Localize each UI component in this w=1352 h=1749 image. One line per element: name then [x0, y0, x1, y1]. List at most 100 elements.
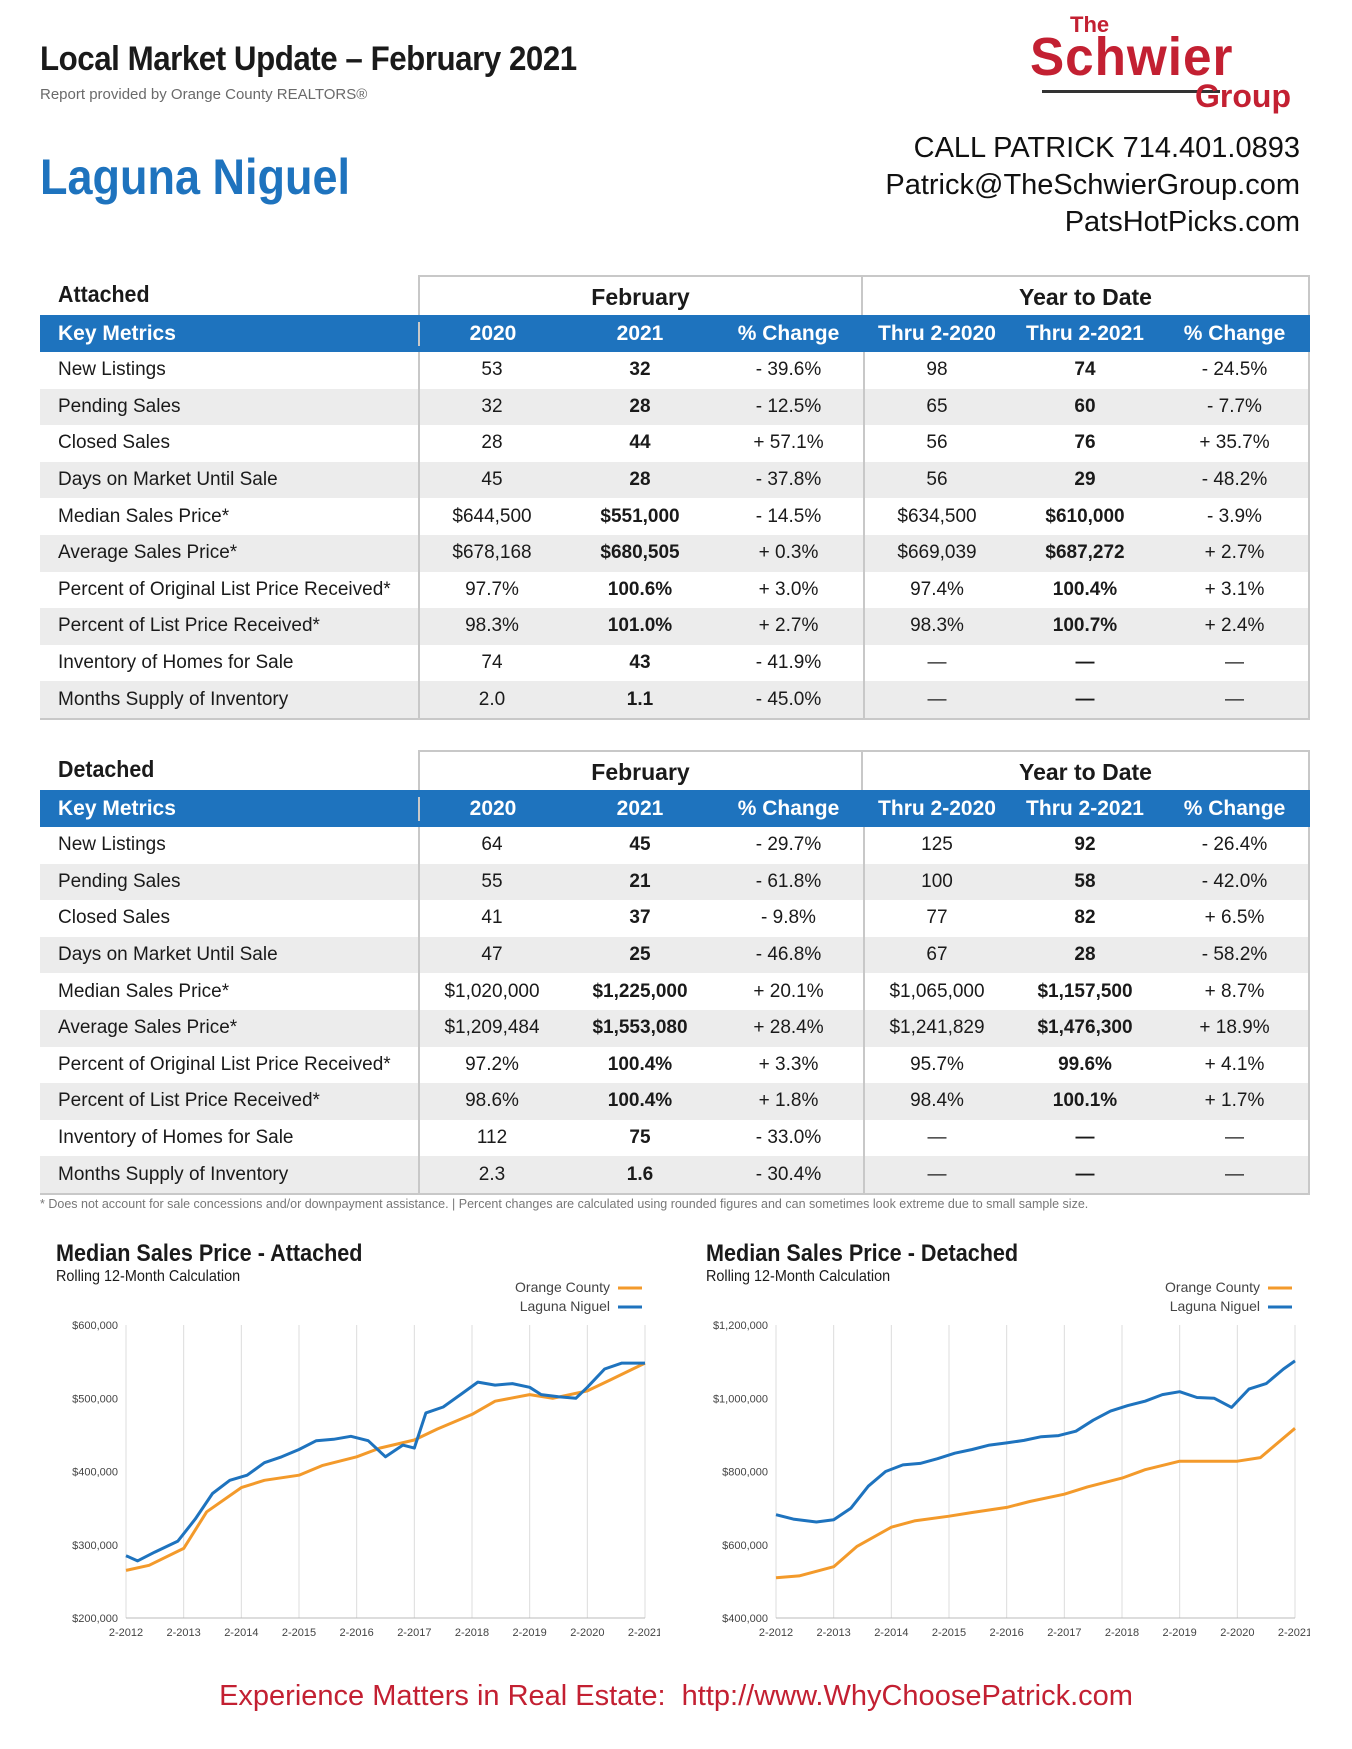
table-cell: 97.4%	[910, 578, 964, 600]
series-line-orange-county	[125, 1361, 646, 1572]
table-cell: 74	[481, 652, 503, 674]
table-cell: 56	[926, 469, 948, 491]
logo-the: The	[1070, 12, 1110, 37]
contact-website: PatsHotPicks.com	[1064, 206, 1300, 238]
attached-median-price-chart: 2-2012 2-2013 2-2014 2-2015 2-2016 2-2017 2-20…	[40, 1240, 660, 1640]
table-cell: 92	[1074, 834, 1096, 856]
group-february: February	[418, 750, 863, 790]
table-cell: + 0.3%	[758, 542, 819, 564]
table-cell: + 8.7%	[1204, 980, 1265, 1002]
x-tick-label: 2-2013	[167, 1627, 201, 1639]
table-cell: + 2.4%	[1204, 615, 1265, 637]
group-february: February	[418, 275, 863, 315]
metric-label: Days on Market Until Sale	[58, 469, 278, 491]
table-cell: —	[1075, 652, 1095, 674]
column-header: Thru 2-2020	[878, 321, 996, 345]
table-cell: - 12.5%	[755, 395, 822, 417]
table-cell: 98.3%	[910, 615, 964, 637]
table-cell: 99.6%	[1058, 1053, 1112, 1075]
table-cell: + 3.3%	[758, 1053, 819, 1075]
metric-label: Average Sales Price*	[58, 1017, 238, 1039]
table-cell: 41	[481, 907, 503, 929]
table-body: New Listings 64 45 - 29.7% 125 92 - 26.4% Pendi…	[40, 827, 1310, 1195]
column-header: 2020	[418, 321, 566, 346]
y-tick-label: $600,000	[72, 1320, 118, 1332]
y-tick-label: $300,000	[72, 1540, 118, 1552]
table-row: Average Sales Price* $1,209,484 $1,553,080…	[40, 1009, 1310, 1047]
table-cell: + 3.1%	[1204, 578, 1265, 600]
x-tick-label: 2-2015	[932, 1627, 966, 1639]
logo-name: Schwier	[1030, 27, 1234, 87]
x-tick-label: 2-2014	[874, 1627, 908, 1639]
table-row: Closed Sales 41 37 - 9.8% 77 82 + 6.5%	[40, 900, 1310, 937]
table-row: Median Sales Price* $644,500 $551,000 - 14.…	[40, 498, 1310, 535]
table-cell: 125	[921, 834, 953, 856]
table-row: Months Supply of Inventory 2.3 1.6 - 30.4% —…	[40, 1156, 1310, 1193]
table-cell: $1,241,829	[889, 1017, 985, 1039]
table-row: Days on Market Until Sale 47 25 - 46.8% 67 28…	[40, 936, 1310, 974]
x-tick-label: 2-2021	[628, 1627, 660, 1639]
table-cell: - 46.8%	[755, 944, 822, 966]
table-cell: 25	[629, 944, 651, 966]
chart-subtitle: Rolling 12-Month Calculation	[706, 1268, 891, 1285]
table-cell: 98.4%	[910, 1090, 964, 1112]
table-cell: 75	[629, 1127, 651, 1149]
x-tick-label: 2-2017	[1047, 1627, 1081, 1639]
table-cell: + 3.0%	[758, 578, 819, 600]
table-cell: + 2.7%	[758, 615, 819, 637]
table-cell: 29	[1074, 469, 1096, 491]
table-cell: —	[1225, 652, 1244, 674]
metric-label: New Listings	[58, 359, 166, 381]
table-cell: 1.1	[626, 688, 654, 710]
metric-label: Average Sales Price*	[58, 542, 238, 564]
table-cell: + 20.1%	[753, 980, 824, 1002]
table-cell: - 3.9%	[1207, 505, 1262, 527]
table-cell: 44	[629, 432, 651, 454]
metric-label: Inventory of Homes for Sale	[58, 652, 294, 674]
table-cell: 53	[481, 359, 503, 381]
table-cell: $1,157,500	[1037, 980, 1133, 1002]
schwier-group-logo: The Schwier Group	[1030, 12, 1310, 114]
column-header: 2021	[616, 796, 664, 820]
metric-label: Pending Sales	[58, 395, 181, 417]
column-divider	[863, 352, 865, 718]
table-cell: 43	[629, 652, 651, 674]
table-cell: - 14.5%	[755, 505, 822, 527]
table-cell: - 48.2%	[1201, 469, 1268, 491]
legend-label: Orange County	[515, 1279, 610, 1295]
table-cell: - 9.8%	[761, 907, 816, 929]
table-cell: —	[1225, 1163, 1244, 1185]
table-cell: 76	[1074, 432, 1096, 454]
y-tick-label: $400,000	[722, 1613, 768, 1625]
logo-group: Group	[1195, 78, 1291, 114]
table-cell: 82	[1074, 907, 1096, 929]
table-row: Pending Sales 55 21 - 61.8% 100 58 - 42.0%	[40, 863, 1310, 901]
table-cell: 98	[926, 359, 948, 381]
column-divider	[418, 352, 420, 718]
table-cell: 112	[476, 1127, 508, 1149]
table-cell: 100.7%	[1052, 615, 1118, 637]
column-divider	[418, 827, 420, 1193]
table-row: New Listings 64 45 - 29.7% 125 92 - 26.4%	[40, 827, 1310, 864]
attached-metrics-table: Attached February Year to Date Key Metrics 2…	[40, 275, 1310, 720]
column-header-row: Key Metrics 2020 2021 % Change Thru 2-2020 Th…	[40, 790, 1310, 827]
table-cell: 58	[1074, 870, 1096, 892]
table-cell: 100.4%	[1052, 578, 1118, 600]
footnote: * Does not account for sale concessions …	[40, 1197, 1089, 1211]
table-cell: 74	[1074, 359, 1096, 381]
table-cell: - 39.6%	[755, 359, 822, 381]
table-row: Percent of List Price Received* 98.6% 100.…	[40, 1083, 1310, 1120]
detached-metrics-table: Detached February Year to Date Key Metrics 2…	[40, 750, 1310, 1195]
table-cell: - 41.9%	[755, 652, 822, 674]
table-row: Percent of List Price Received* 98.3% 101.…	[40, 608, 1310, 645]
column-divider	[863, 827, 865, 1193]
table-cell: + 6.5%	[1204, 907, 1265, 929]
legend-label: Laguna Niguel	[1170, 1298, 1260, 1314]
metric-label: Closed Sales	[58, 432, 170, 454]
table-row: Pending Sales 32 28 - 12.5% 65 60 - 7.7%	[40, 388, 1310, 426]
table-cell: + 2.7%	[1204, 542, 1265, 564]
table-cell: 47	[481, 944, 503, 966]
metric-label: Percent of Original List Price Received*	[58, 1053, 391, 1075]
table-cell: 28	[1074, 944, 1096, 966]
detached-median-price-chart: 2-2012 2-2013 2-2014 2-2015 2-2016 2-2017 2-20…	[690, 1240, 1310, 1640]
